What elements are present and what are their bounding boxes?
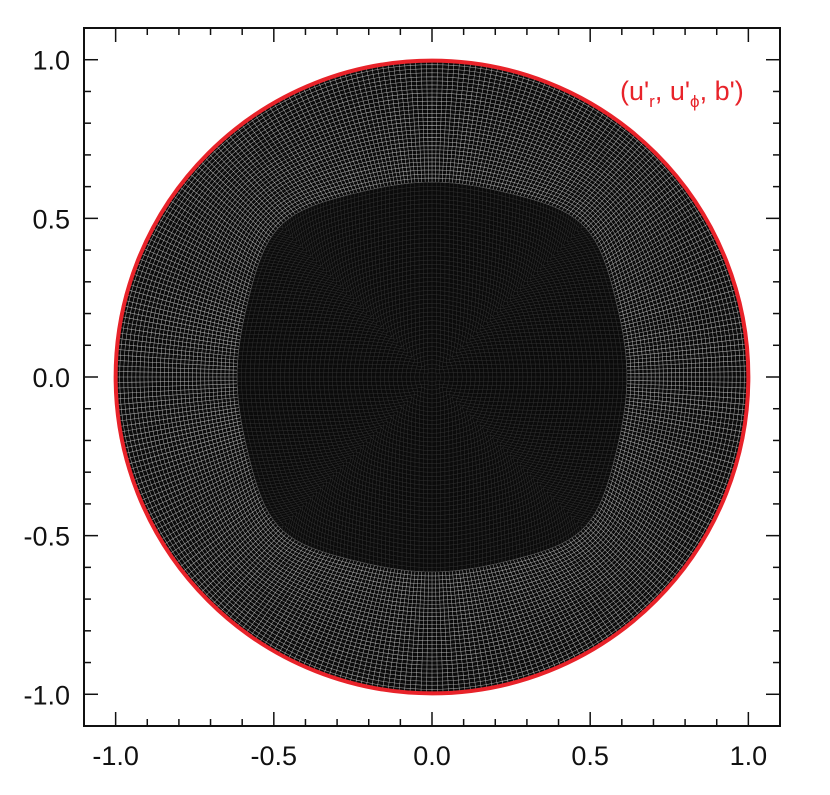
y-tick-label: 1.0	[32, 46, 70, 76]
outer-boundary-circle	[113, 58, 751, 696]
x-tick-label: 0.5	[571, 741, 609, 771]
x-tick-label: -0.5	[251, 741, 298, 771]
x-tick-labels: -1.0 -0.5 0.0 0.5 1.0	[92, 741, 767, 771]
y-tick-labels: 1.0 0.5 0.0 -0.5 -1.0	[23, 46, 70, 711]
annotation-suffix: , b')	[700, 76, 744, 106]
y-tick-label: 0.0	[32, 363, 70, 393]
x-tick-label: -1.0	[92, 741, 139, 771]
annotation-prefix: (u'	[620, 76, 649, 106]
y-tick-label: -1.0	[23, 680, 70, 710]
annotation-sub-r: r	[649, 92, 655, 111]
y-tick-label: 0.5	[32, 204, 70, 234]
axis-ticks	[83, 27, 781, 727]
x-tick-label: 1.0	[730, 741, 768, 771]
mesh-grid	[115, 60, 749, 694]
boundary-variables-annotation: (u'r, u'ϕ, b')	[620, 76, 744, 111]
y-tick-label: -0.5	[23, 522, 70, 552]
core-grid-lines	[236, 181, 628, 573]
annotation-mid: , u'	[655, 76, 690, 106]
x-tick-label: 0.0	[413, 741, 451, 771]
annotation-sub-phi: ϕ	[690, 92, 700, 111]
